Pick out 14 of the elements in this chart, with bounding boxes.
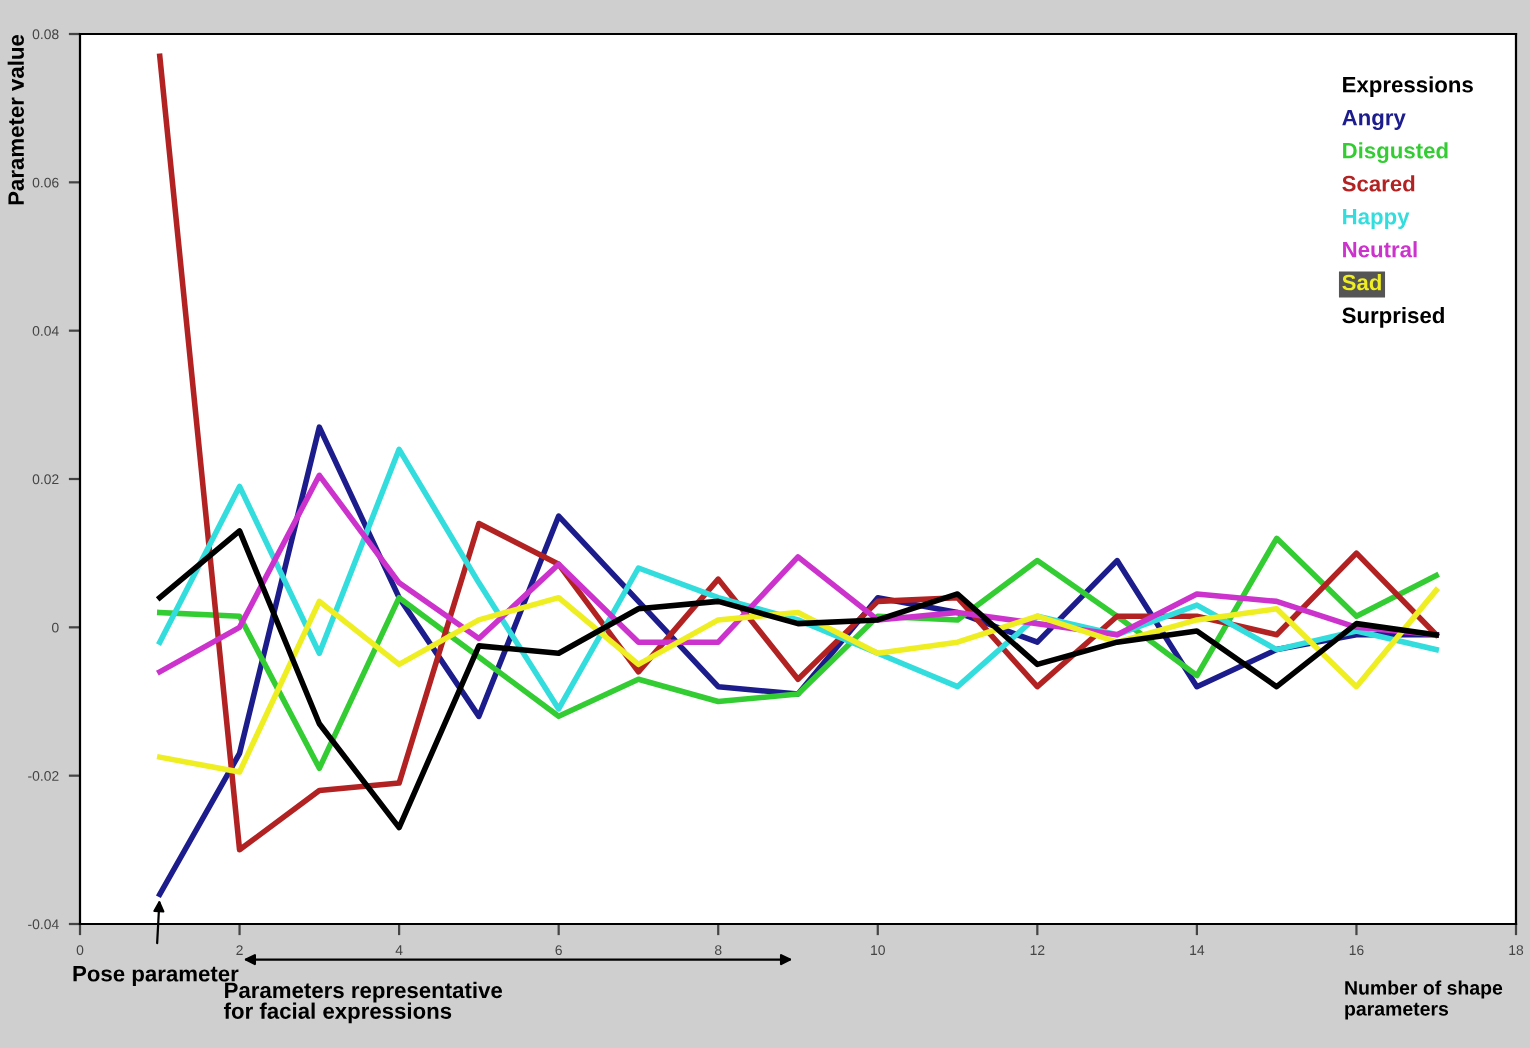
x-axis-title: Number of shape parameters: [1345, 980, 1503, 1020]
text: Neutral: [1343, 241, 1417, 258]
text: Parameters representative for facial expressions: [223, 981, 503, 1024]
line-series: [157, 587, 1439, 775]
text: Surprised: [1342, 306, 1444, 328]
text: Happy: [1343, 208, 1410, 229]
annotation: Pose parameter: [73, 966, 239, 986]
y-axis-title: Parameter value: [7, 34, 24, 205]
legend-title: Expressions: [1343, 76, 1473, 97]
text: Sad: [1342, 274, 1381, 291]
text: Angry: [1342, 109, 1406, 130]
line-series: [157, 528, 1439, 831]
text: Scared: [1342, 175, 1415, 192]
text: Disgusted: [1343, 142, 1448, 164]
